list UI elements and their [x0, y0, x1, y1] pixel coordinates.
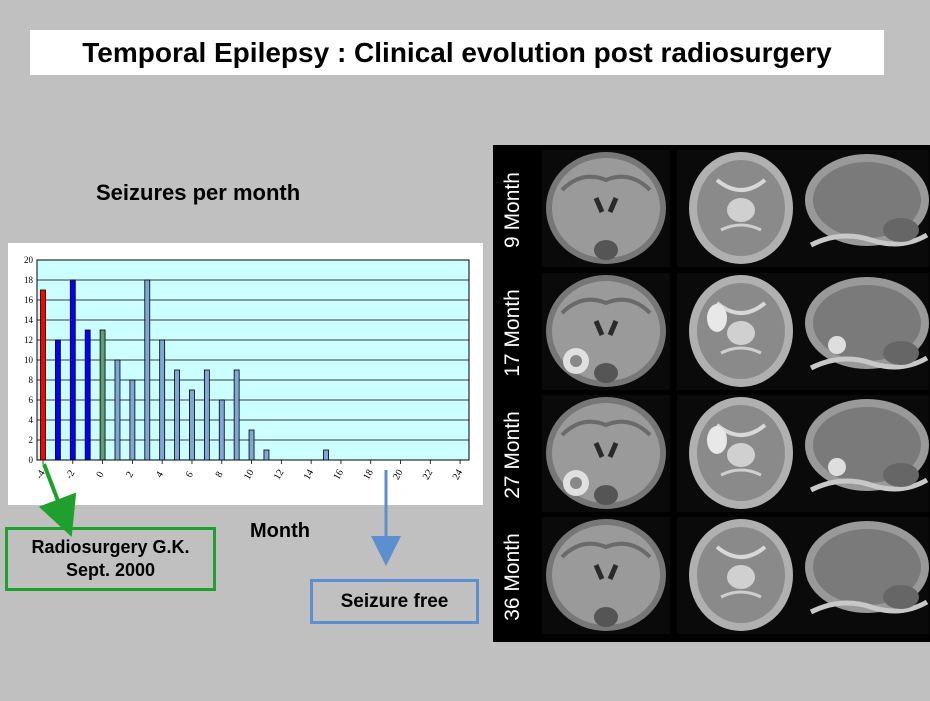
x-axis-ticks: -4 -2 0 2 4 6 8 10 12 14 16 18 20 22 24	[34, 460, 465, 482]
mri-scan-axial	[677, 395, 805, 512]
row-label-17-month: 17 Month	[501, 289, 524, 377]
y-tick-label: 6	[29, 395, 34, 405]
radiosurgery-callout-line1: Radiosurgery G.K.	[31, 537, 190, 557]
bar	[69, 279, 76, 461]
bar	[114, 359, 121, 461]
mri-scan-coronal	[542, 517, 670, 634]
y-tick-label: 14	[24, 315, 34, 325]
x-tick-label: -4	[34, 468, 48, 481]
mri-scan-axial	[677, 150, 805, 267]
y-tick-label: 18	[24, 275, 34, 285]
x-tick-label: 16	[332, 468, 347, 482]
bar	[263, 449, 270, 461]
x-tick-label: 2	[124, 470, 136, 480]
y-tick-label: 8	[29, 375, 34, 385]
mri-scan-coronal	[542, 395, 670, 512]
x-tick-label: 8	[214, 470, 226, 480]
mri-scan-sagittal	[801, 395, 929, 512]
x-tick-label: 22	[421, 468, 436, 482]
bar	[323, 449, 329, 461]
radiosurgery-callout: Radiosurgery G.K. Sept. 2000	[5, 527, 216, 591]
bar	[203, 369, 210, 461]
seizure-free-callout: Seizure free	[310, 579, 479, 624]
y-tick-label: 12	[24, 335, 33, 345]
mri-scan-sagittal	[801, 273, 929, 390]
bar	[129, 379, 136, 461]
slide-title: Temporal Epilepsy : Clinical evolution p…	[30, 30, 884, 75]
row-label-36-month: 36 Month	[501, 533, 524, 621]
mri-scan-axial	[677, 273, 805, 390]
mri-panel: 9 Month 17 Month 27 Month 36 Month	[493, 145, 930, 642]
x-tick-label: 10	[242, 468, 257, 482]
chart-title: Seizures per month	[96, 180, 301, 205]
bar	[233, 369, 240, 461]
y-tick-label: 4	[29, 415, 34, 425]
bar	[40, 289, 46, 461]
chart-panel: 0 2 4 6 8 10 12 14 16 18 20 -4 -2 0 2 4 6 8 10 12 14 16 18 20 2…	[8, 243, 483, 505]
row-label-27-month: 27 Month	[501, 411, 524, 499]
radiosurgery-callout-line2: Sept. 2000	[65, 560, 156, 580]
mri-scan-coronal	[542, 273, 670, 390]
y-tick-label: 16	[24, 295, 34, 305]
x-tick-label: 14	[302, 468, 317, 482]
x-axis-label: Month	[250, 520, 310, 542]
x-tick-label: 6	[184, 470, 196, 480]
y-tick-label: 2	[29, 435, 34, 445]
bar	[84, 329, 91, 461]
mri-scan-sagittal	[801, 150, 929, 267]
bar	[248, 429, 255, 461]
y-tick-label: 20	[24, 255, 34, 265]
x-tick-label: 24	[451, 468, 466, 482]
row-label-9-month: 9 Month	[501, 172, 525, 248]
bar	[54, 339, 61, 461]
mri-scan-sagittal	[801, 517, 929, 634]
x-tick-label: -2	[64, 468, 78, 481]
bar	[99, 329, 106, 461]
bar	[218, 399, 225, 461]
y-tick-label: 10	[24, 355, 34, 365]
bar	[189, 389, 195, 461]
x-tick-label: 0	[94, 470, 106, 480]
bar	[159, 339, 166, 461]
gridlines	[37, 259, 469, 441]
x-tick-label: 20	[391, 468, 406, 482]
bar	[174, 369, 180, 461]
x-tick-label: 12	[272, 468, 287, 482]
y-tick-label: 0	[29, 455, 34, 465]
bar	[144, 279, 151, 461]
x-tick-label: 4	[154, 470, 166, 480]
y-axis-ticks: 0 2 4 6 8 10 12 14 16 18 20	[24, 255, 34, 465]
bars	[40, 279, 329, 461]
x-tick-label: 18	[361, 468, 376, 482]
mri-scan-coronal	[542, 150, 670, 267]
mri-scan-axial	[677, 517, 805, 634]
